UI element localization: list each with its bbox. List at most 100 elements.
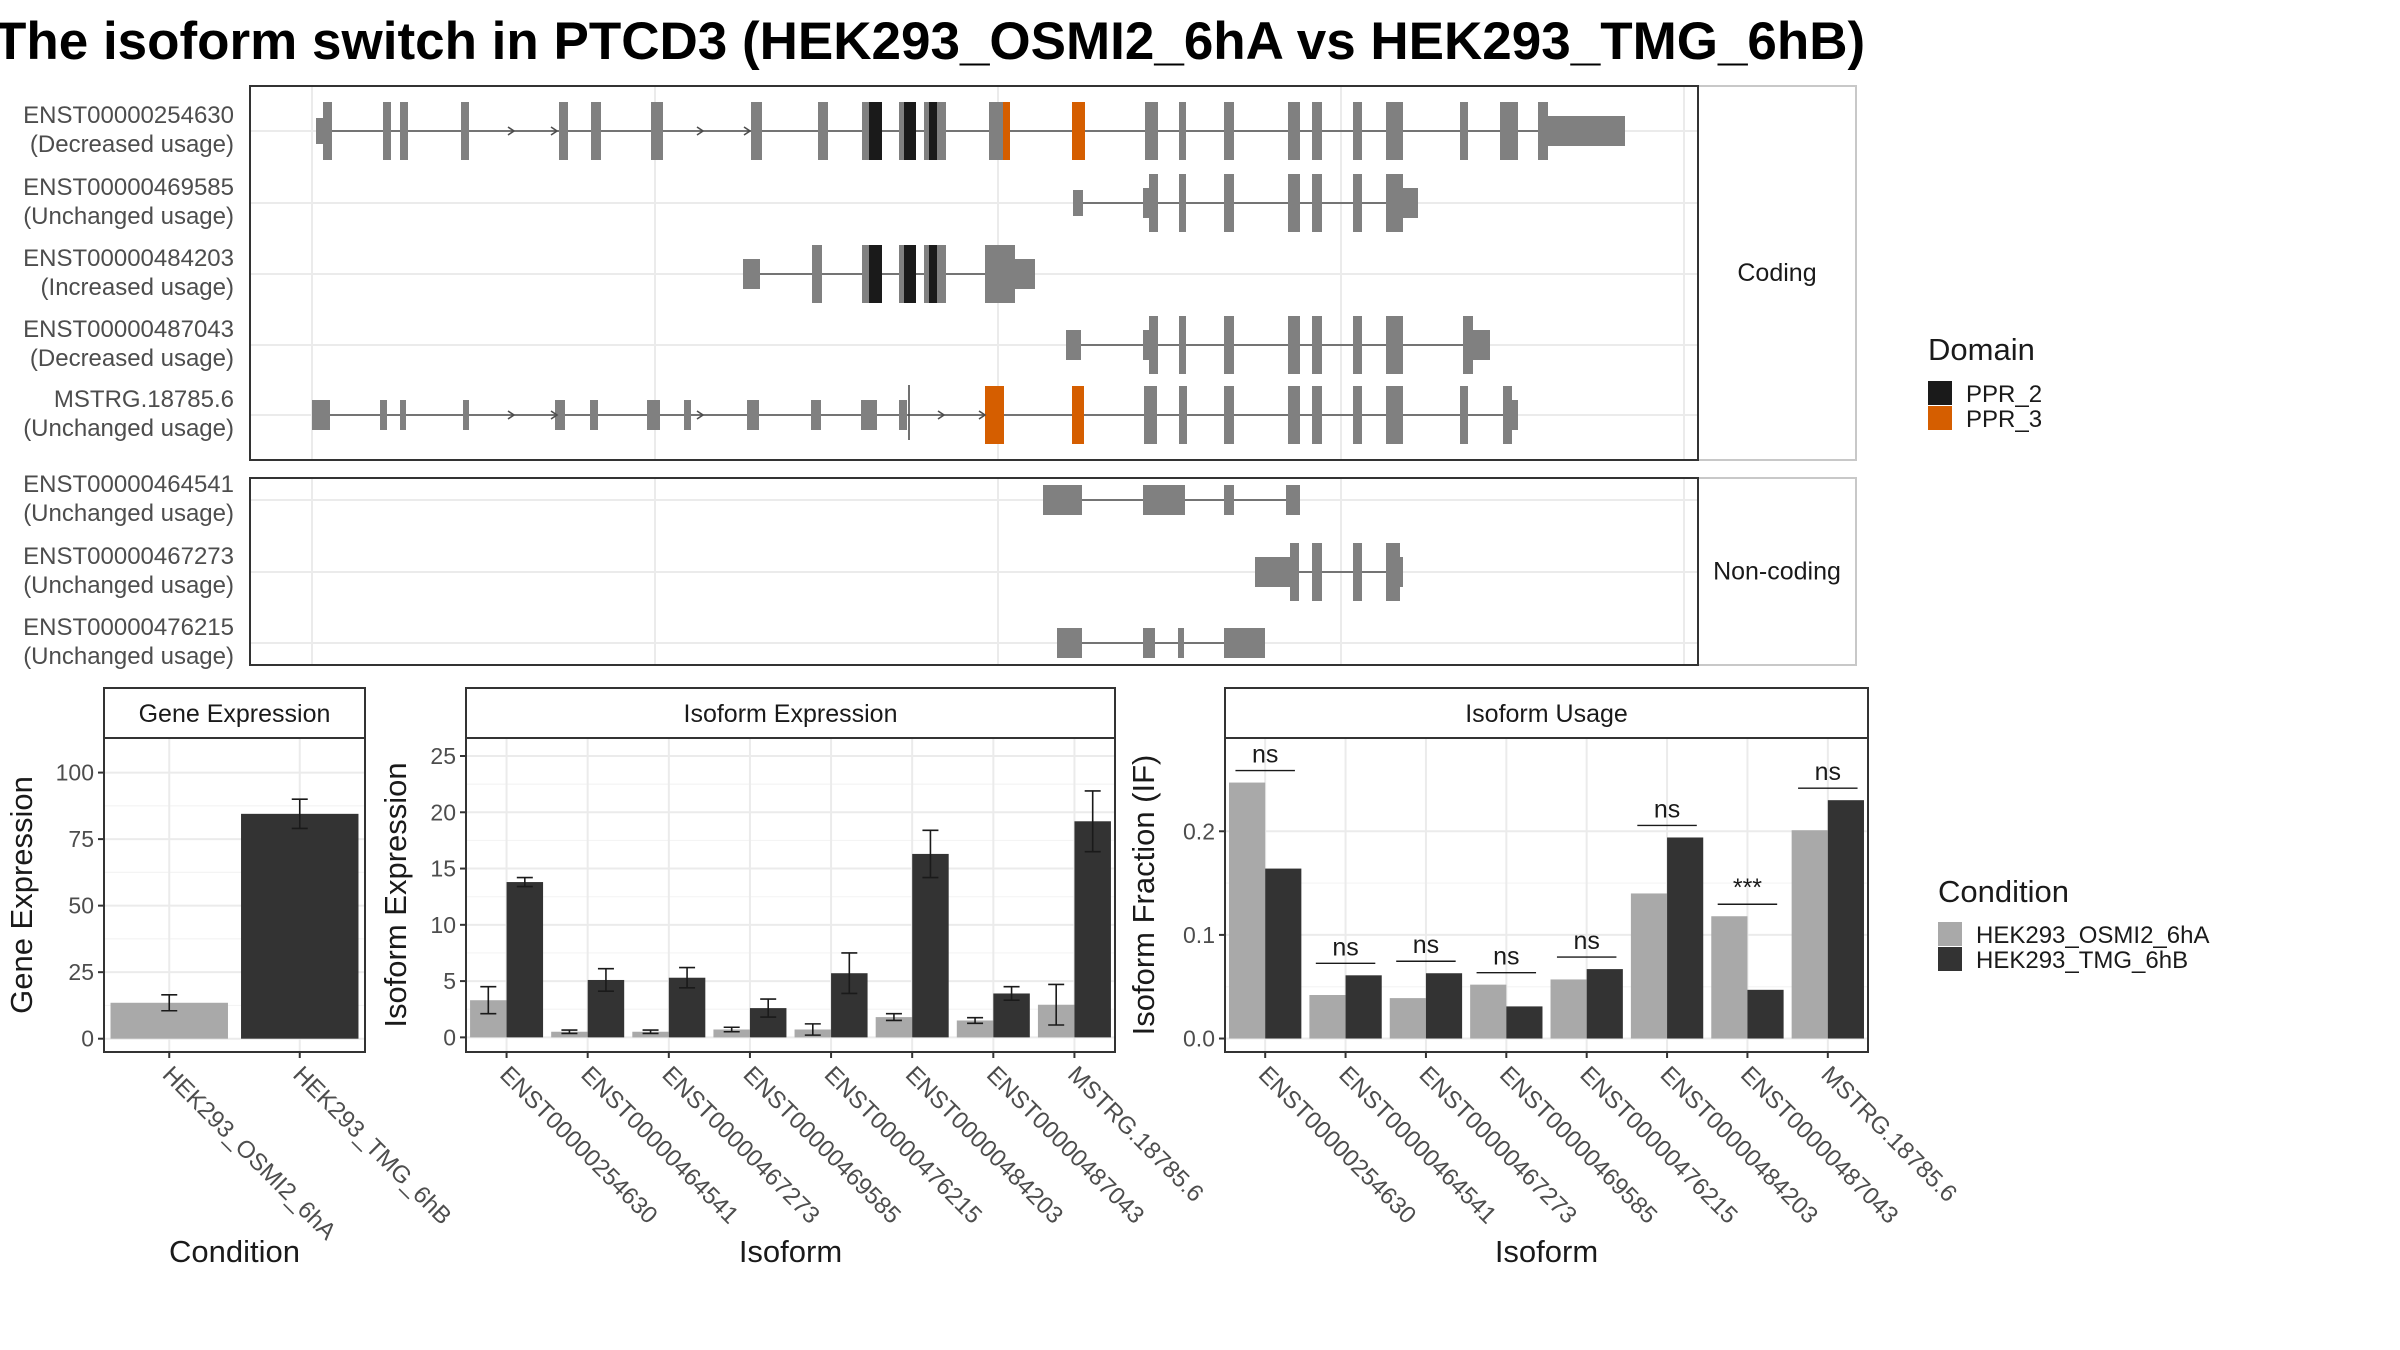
isoform-usage-xtick-label: MSTRG.18785.6	[1816, 1061, 1962, 1207]
exon	[1386, 543, 1400, 601]
exon	[1512, 400, 1518, 430]
exon	[929, 102, 937, 160]
exon	[1386, 174, 1403, 232]
isoform-usage-xtick-label: ENST00000254630	[1253, 1061, 1421, 1229]
isoform-expression-strip	[465, 687, 1116, 739]
exon	[1179, 316, 1186, 374]
exon	[1500, 102, 1518, 160]
isoform-usage-sig-label: ns	[1413, 931, 1439, 959]
exon	[1144, 386, 1157, 444]
isoform-usage-xlabel: Isoform	[1495, 1234, 1598, 1269]
isoform-expression-xtick-label: MSTRG.18785.6	[1062, 1061, 1208, 1207]
exon	[1015, 259, 1035, 289]
isoform-expression-xlabel: Isoform	[739, 1234, 842, 1269]
direction-arrow	[550, 126, 559, 136]
isoform-usage-bar	[1506, 1006, 1543, 1039]
isoform-expression-panel-border	[465, 737, 1116, 1053]
isoform-expression-strip-label: Isoform Expression	[684, 700, 898, 728]
isoform-expression-ylabel: Isoform Expression	[378, 762, 413, 1027]
exon	[937, 245, 946, 303]
exon	[1003, 102, 1010, 160]
exon	[1143, 485, 1185, 515]
isoform-expression-xtick-label: ENST00000467273	[657, 1061, 825, 1229]
exon	[1312, 316, 1322, 374]
exon	[1312, 386, 1322, 444]
direction-arrow	[978, 410, 987, 420]
exon	[647, 400, 660, 430]
isoform-expression-xtick-label: ENST00000464541	[575, 1061, 743, 1229]
exon	[747, 400, 759, 430]
isoform-usage-sig-label: ns	[1815, 758, 1841, 786]
exon	[1073, 190, 1083, 216]
exon	[1043, 485, 1082, 515]
isoform-usage-sig-label: ns	[1654, 795, 1680, 823]
exon	[1286, 485, 1300, 515]
exon	[1224, 102, 1234, 160]
exon	[1178, 628, 1184, 658]
exon	[1066, 330, 1081, 360]
direction-arrow	[743, 126, 752, 136]
isoform-expression-bar	[1074, 821, 1111, 1038]
isoform-usage-sig-label: ns	[1332, 933, 1358, 961]
transcript-usage-label: (Decreased usage)	[30, 131, 234, 158]
isoform-expression-bar	[912, 853, 949, 1038]
transcript-usage-label: (Unchanged usage)	[23, 203, 234, 230]
isoform-usage-xtick-label: ENST00000484203	[1655, 1061, 1823, 1229]
exon	[811, 400, 821, 430]
isoform-usage-bar	[1470, 984, 1507, 1039]
legend-label-cond2: HEK293_TMG_6hB	[1976, 947, 2188, 974]
domain-legend-title: Domain	[1928, 332, 2035, 367]
noncoding-strip-label: Non-coding	[1713, 558, 1841, 586]
legend-label-cond1: HEK293_OSMI2_6hA	[1976, 922, 2209, 949]
direction-arrow	[696, 126, 705, 136]
exon	[1353, 316, 1362, 374]
exon	[1288, 174, 1300, 232]
condition-legend-title: Condition	[1938, 874, 2069, 909]
isoform-usage-bar	[1309, 995, 1346, 1039]
exon	[869, 102, 882, 160]
isoform-usage-bar	[1550, 979, 1587, 1039]
coding-strip-label: Coding	[1737, 259, 1816, 287]
coding-panel-border	[249, 85, 1699, 461]
exon	[1386, 316, 1403, 374]
transcript-id-label: ENST00000469585	[23, 174, 234, 201]
transcript-id-label: ENST00000476215	[23, 614, 234, 641]
isoform-expression-ytick-label: 15	[430, 856, 456, 882]
exon	[1224, 485, 1234, 515]
exon	[924, 102, 929, 160]
isoform-expression-bar	[551, 1031, 588, 1038]
transcript-id-label: ENST00000467273	[23, 543, 234, 570]
exon	[904, 245, 916, 303]
direction-arrow	[550, 410, 559, 420]
gene-expression-ytick-label: 25	[68, 959, 94, 985]
gene-expression-ylabel: Gene Expression	[4, 776, 39, 1014]
exon	[1149, 174, 1158, 232]
exon	[818, 102, 828, 160]
legend-key-ppr3	[1928, 406, 1952, 430]
exon	[400, 400, 406, 430]
gene-expression-bar	[241, 813, 359, 1039]
exon	[1400, 557, 1403, 587]
exon	[1224, 174, 1234, 232]
exon	[924, 245, 929, 303]
isoform-expression-xtick-label: ENST00000484203	[900, 1061, 1068, 1229]
isoform-expression-xtick-label: ENST00000487043	[981, 1061, 1149, 1229]
exon	[590, 400, 598, 430]
exon	[869, 245, 882, 303]
exon	[862, 245, 869, 303]
isoform-usage-xtick-label: ENST00000487043	[1735, 1061, 1903, 1229]
exon	[1072, 102, 1085, 160]
isoform-expression-bar	[713, 1029, 750, 1038]
exon	[985, 245, 1015, 303]
exon	[989, 102, 1003, 160]
exon	[1312, 174, 1322, 232]
exon	[380, 400, 387, 430]
isoform-usage-ytick-label: 0.1	[1183, 922, 1215, 948]
exon	[929, 245, 937, 303]
isoform-usage-bar	[1229, 782, 1266, 1039]
exon	[862, 102, 869, 160]
exon	[812, 245, 822, 303]
isoform-usage-bar	[1711, 916, 1748, 1039]
isoform-expression-bar	[506, 882, 544, 1038]
exon	[1224, 316, 1234, 374]
